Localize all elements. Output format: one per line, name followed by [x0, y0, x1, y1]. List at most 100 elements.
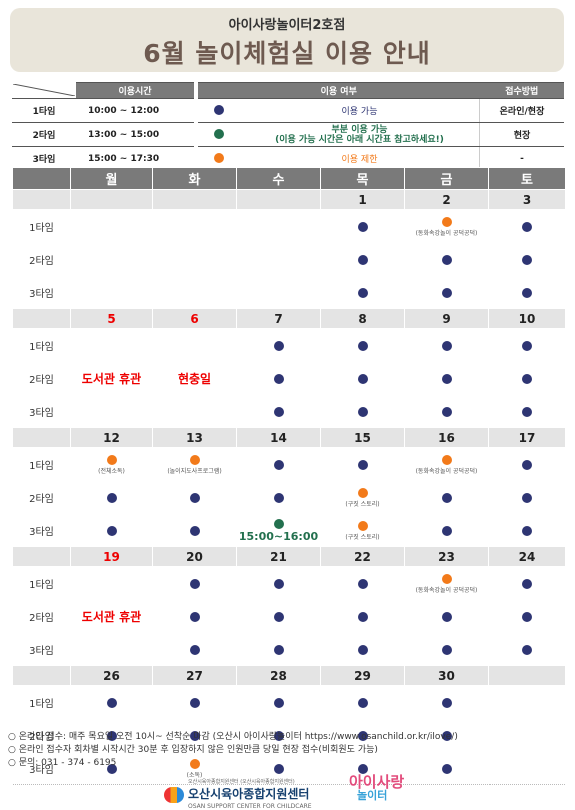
partial-time-label: 15:00~16:00 — [238, 530, 319, 543]
available-dot-icon — [357, 373, 368, 384]
available-dot-icon — [522, 644, 532, 655]
slot-cell — [404, 599, 489, 633]
slot-cell — [70, 275, 153, 309]
restricted-dot-icon — [441, 455, 452, 465]
slot-cell — [488, 361, 566, 395]
slot-cell — [236, 599, 321, 633]
date-cell: 26 — [70, 665, 153, 686]
date-row-blank — [12, 427, 71, 448]
date-cell: 15 — [320, 427, 405, 448]
slot-cell — [488, 685, 566, 719]
logo-line-1: 아이사랑 — [349, 773, 405, 791]
available-dot-icon — [441, 697, 452, 708]
closed-day-cell: 도서관 휴관 — [70, 566, 153, 666]
slot-cell — [404, 275, 489, 309]
status-hint: (이용 가능 시간은 아래 시간표 참고하세요!) — [275, 134, 444, 145]
available-dot-icon — [273, 459, 284, 470]
date-cell: 23 — [404, 546, 489, 567]
slot-cell — [404, 480, 489, 514]
available-dot-icon — [441, 406, 452, 417]
slot-cell — [320, 632, 405, 666]
weekday-header: 월 — [70, 167, 153, 190]
diagonal-line — [13, 84, 75, 97]
slot-label: 2타임 — [12, 361, 71, 395]
slot-cell — [152, 209, 237, 243]
date-cell: 8 — [320, 308, 405, 329]
logo-line-2: 놀이터 — [357, 789, 388, 802]
footer-notes: 온라인 접수: 매주 목요일 오전 10시~ 선착순 마감 (오산시 아이사랑놀… — [8, 731, 458, 770]
available-dot-icon — [441, 340, 452, 351]
slot-cell — [236, 566, 321, 600]
slot-note: (동화속강놀이 공덕공덕) — [415, 587, 478, 594]
date-cell: 24 — [488, 546, 566, 567]
closed-note: 도서관 휴관 — [81, 609, 142, 624]
available-dot-icon — [106, 492, 117, 503]
available-dot-icon — [522, 492, 532, 503]
partial-dot-icon — [273, 519, 284, 529]
logo-sub-text: OSAN SUPPORT CENTER FOR CHILDCARE — [188, 802, 312, 810]
header-blank — [12, 167, 71, 190]
available-dot-icon — [522, 525, 532, 536]
slot-cell — [236, 632, 321, 666]
available-dot-icon — [273, 406, 284, 417]
slot-cell — [404, 361, 489, 395]
date-cell: 14 — [236, 427, 321, 448]
available-dot-icon — [357, 340, 368, 351]
osan-center-logo: 오산시육아종합지원센터 (오산시육아종합지원센터) 오산시육아종합지원센터 OS… — [164, 778, 312, 810]
available-dot-icon — [522, 221, 532, 232]
date-cell: 27 — [152, 665, 237, 686]
available-dot-icon — [357, 406, 368, 417]
slot-note: (소독) — [186, 772, 203, 779]
available-dot-icon — [273, 611, 284, 622]
date-cell: 21 — [236, 546, 321, 567]
slot-cell — [404, 242, 489, 276]
slot-cell — [404, 632, 489, 666]
slot-cell — [404, 685, 489, 719]
slot-cell — [488, 209, 566, 243]
date-row-blank — [12, 189, 71, 210]
slot-cell — [152, 275, 237, 309]
available-dot-icon — [522, 611, 532, 622]
restricted-dot-icon — [106, 455, 117, 465]
weekday-header: 수 — [236, 167, 321, 190]
slot-cell — [152, 566, 237, 600]
date-cell: 29 — [320, 665, 405, 686]
available-dot-icon — [357, 221, 368, 232]
slot-cell — [488, 275, 566, 309]
slot-cell: (전체소독) — [70, 447, 153, 481]
slot-label: 3타임 — [12, 394, 71, 428]
date-cell: 1 — [320, 189, 405, 210]
slot-cell — [404, 328, 489, 362]
slot-cell — [152, 599, 237, 633]
restricted-dot-icon — [214, 153, 224, 164]
slot-note: (놀이지도사프로그램) — [167, 468, 222, 475]
slot-cell — [70, 685, 153, 719]
slot-cell: (놀이지도사프로그램) — [152, 447, 237, 481]
date-cell — [488, 665, 566, 686]
slot-label: 3타임 — [12, 275, 71, 309]
available-dot-icon — [357, 578, 368, 589]
logo-small-text: 오산시육아종합지원센터 (오산시육아종합지원센터) — [188, 779, 295, 785]
date-cell: 7 — [236, 308, 321, 329]
slot-cell — [70, 242, 153, 276]
available-dot-icon — [522, 254, 532, 265]
available-dot-icon — [522, 287, 532, 298]
date-row-blank — [12, 665, 71, 686]
date-cell: 10 — [488, 308, 566, 329]
date-cell: 5 — [70, 308, 153, 329]
available-dot-icon — [357, 697, 368, 708]
available-dot-icon — [106, 697, 117, 708]
available-dot-icon — [357, 644, 368, 655]
slot-cell — [236, 242, 321, 276]
slot-cell — [404, 513, 489, 547]
slot-cell — [488, 599, 566, 633]
slot-note: (구짓 스토리) — [345, 501, 380, 508]
time-value: 13:00 ~ 15:00 — [76, 122, 194, 147]
slot-cell: (동화속강놀이 공덕공덕) — [404, 566, 489, 600]
time-value: 10:00 ~ 12:00 — [76, 98, 194, 123]
diagonal-cell — [12, 82, 76, 99]
slot-cell — [320, 209, 405, 243]
available-dot-icon — [273, 373, 284, 384]
available-dot-icon — [189, 492, 200, 503]
slot-label: 1타임 — [12, 209, 71, 243]
